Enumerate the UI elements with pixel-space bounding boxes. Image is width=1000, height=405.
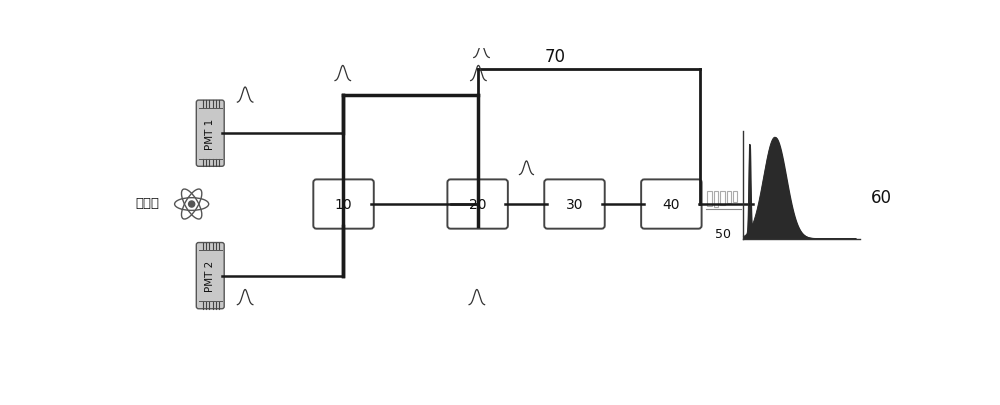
Circle shape xyxy=(189,201,195,208)
Text: 60: 60 xyxy=(871,188,892,207)
Text: 40: 40 xyxy=(663,198,680,211)
Text: 20: 20 xyxy=(469,198,486,211)
Bar xyxy=(707,192,712,206)
Text: PMT 1: PMT 1 xyxy=(205,118,215,149)
Text: 10: 10 xyxy=(335,198,352,211)
FancyBboxPatch shape xyxy=(196,243,224,309)
Text: PMT 2: PMT 2 xyxy=(205,260,215,292)
Bar xyxy=(733,192,737,202)
Text: 70: 70 xyxy=(545,47,566,66)
Text: 30: 30 xyxy=(566,198,583,211)
Bar xyxy=(727,192,731,204)
Text: 50: 50 xyxy=(715,228,731,241)
Bar xyxy=(714,192,718,208)
Text: 放射源: 放射源 xyxy=(135,196,159,209)
FancyBboxPatch shape xyxy=(196,101,224,167)
FancyBboxPatch shape xyxy=(447,180,508,229)
Bar xyxy=(720,192,725,205)
FancyBboxPatch shape xyxy=(313,180,374,229)
FancyBboxPatch shape xyxy=(641,180,702,229)
FancyBboxPatch shape xyxy=(544,180,605,229)
